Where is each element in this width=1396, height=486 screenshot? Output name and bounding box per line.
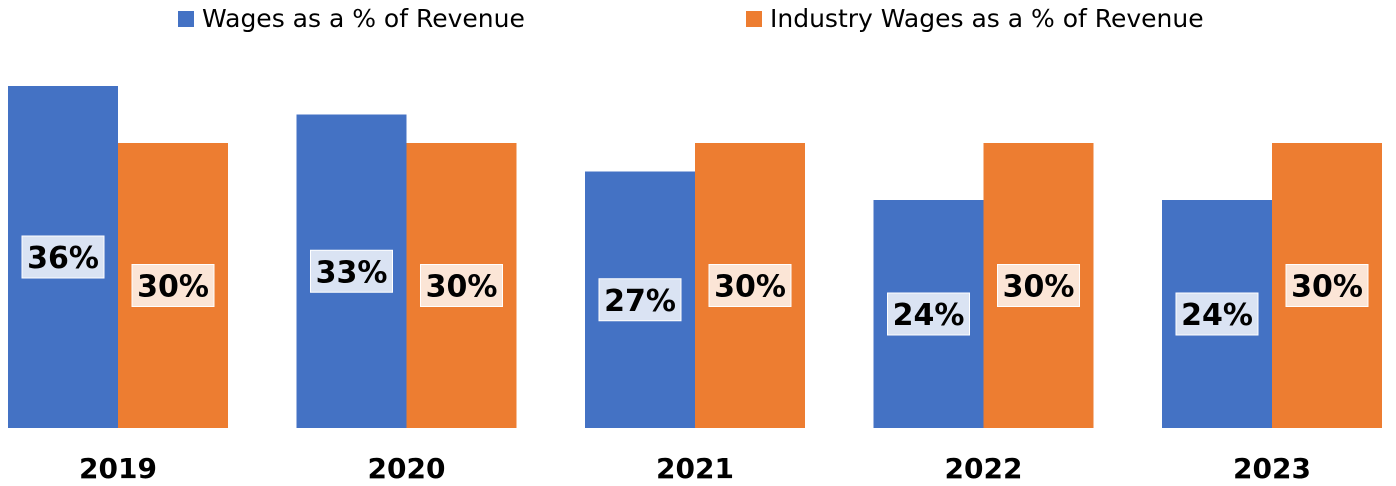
data-label-box-industry-wages-2023 (1285, 264, 1369, 307)
data-label-wages-2019: 36% (27, 241, 99, 276)
legend-label-industry-wages: Industry Wages as a % of Revenue (770, 4, 1204, 33)
data-label-box-wages-2023 (1175, 292, 1259, 336)
data-label-industry-wages-2020: 30% (426, 270, 498, 305)
x-tick-label-2023: 2023 (1233, 452, 1311, 485)
data-label-box-industry-wages-2022 (997, 264, 1080, 307)
data-label-wages-2022: 24% (893, 298, 965, 333)
x-tick-label-2019: 2019 (79, 452, 157, 485)
data-label-box-industry-wages-2019 (131, 264, 215, 307)
x-tick-label-2020: 2020 (368, 452, 446, 485)
legend: Wages as a % of Revenue Industry Wages a… (0, 4, 1396, 34)
x-tick-label-2021: 2021 (656, 452, 734, 485)
data-label-box-wages-2020 (310, 249, 393, 293)
legend-item-industry-wages: Industry Wages as a % of Revenue (746, 4, 1204, 33)
data-label-industry-wages-2021: 30% (714, 270, 786, 305)
data-label-wages-2023: 24% (1181, 298, 1253, 333)
data-label-box-wages-2022 (887, 292, 970, 336)
data-label-wages-2020: 33% (316, 255, 388, 290)
x-tick-label-2022: 2022 (945, 452, 1023, 485)
data-label-industry-wages-2022: 30% (1003, 270, 1075, 305)
legend-swatch-wages (178, 10, 194, 27)
data-label-wages-2021: 27% (604, 284, 676, 319)
data-label-industry-wages-2023: 30% (1291, 270, 1363, 305)
data-label-industry-wages-2019: 30% (137, 270, 209, 305)
legend-swatch-industry-wages (746, 10, 762, 27)
data-label-box-industry-wages-2020 (420, 264, 503, 307)
data-label-box-wages-2021 (598, 278, 682, 322)
legend-label-wages: Wages as a % of Revenue (202, 4, 525, 33)
data-label-box-industry-wages-2021 (708, 264, 792, 307)
data-label-box-wages-2019 (21, 235, 105, 279)
legend-item-wages: Wages as a % of Revenue (178, 4, 525, 33)
